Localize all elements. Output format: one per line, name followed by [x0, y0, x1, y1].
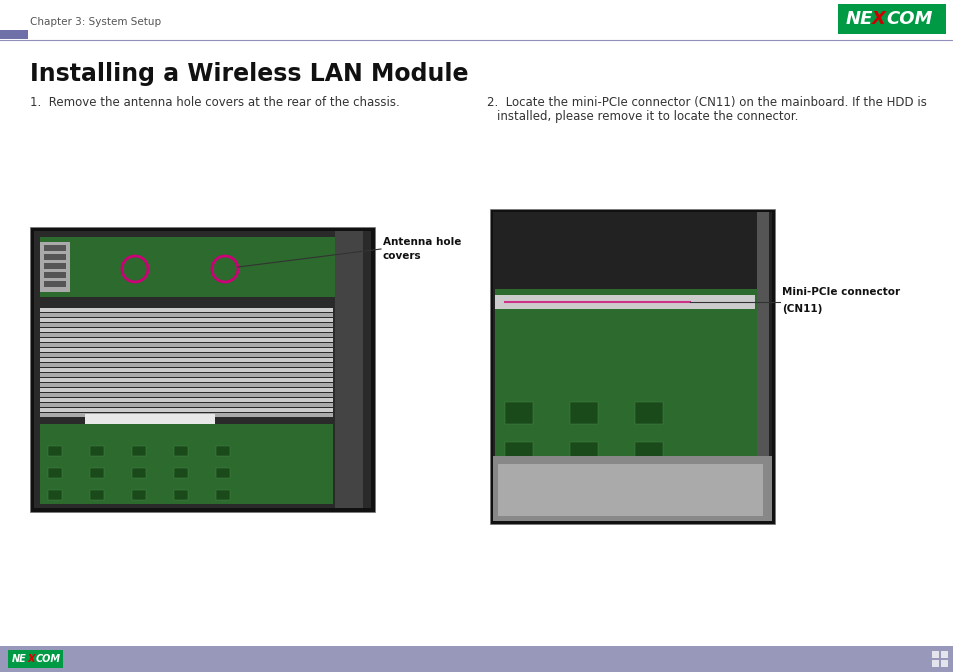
Bar	[40, 383, 333, 387]
Bar	[173, 468, 188, 478]
Bar	[40, 424, 333, 504]
Text: (CN11): (CN11)	[781, 304, 821, 314]
Bar	[215, 468, 230, 478]
Bar	[40, 378, 333, 382]
Bar	[90, 446, 104, 456]
Text: Mini-PCIe connector: Mini-PCIe connector	[781, 287, 900, 297]
Bar	[493, 212, 771, 521]
Bar	[40, 343, 333, 347]
Bar	[40, 413, 333, 417]
Text: X: X	[871, 10, 885, 28]
Text: covers: covers	[382, 251, 421, 261]
Bar	[215, 490, 230, 500]
Bar	[40, 388, 333, 392]
Bar	[495, 289, 761, 514]
Bar	[504, 402, 533, 424]
Bar	[40, 338, 333, 342]
Bar	[40, 237, 335, 297]
Bar	[495, 295, 754, 309]
Text: Chapter 3: System Setup: Chapter 3: System Setup	[30, 17, 161, 27]
Text: Antenna hole: Antenna hole	[382, 237, 461, 247]
Bar	[40, 353, 333, 357]
Bar	[40, 398, 333, 402]
Bar	[40, 313, 333, 317]
Bar	[30, 227, 375, 512]
Text: Installing a Wireless LAN Module: Installing a Wireless LAN Module	[30, 62, 468, 86]
Bar	[132, 446, 146, 456]
Bar	[497, 464, 762, 516]
Bar	[569, 402, 598, 424]
Bar	[931, 660, 938, 667]
Bar	[44, 281, 66, 287]
Bar	[85, 414, 214, 424]
Bar	[44, 263, 66, 269]
Bar	[40, 242, 70, 292]
Text: 2.  Locate the mini-PCIe connector (CN11) on the mainboard. If the HDD is: 2. Locate the mini-PCIe connector (CN11)…	[486, 96, 926, 109]
Text: COM: COM	[36, 654, 61, 664]
Bar	[8, 650, 63, 668]
Bar	[173, 490, 188, 500]
Bar	[40, 408, 333, 412]
Text: NE: NE	[845, 10, 872, 28]
Bar	[40, 363, 333, 367]
Bar	[48, 468, 62, 478]
Bar	[215, 446, 230, 456]
Bar	[635, 402, 662, 424]
Bar	[173, 446, 188, 456]
Bar	[569, 482, 598, 504]
Bar	[635, 442, 662, 464]
Bar	[48, 446, 62, 456]
Bar	[493, 456, 771, 521]
Bar	[90, 468, 104, 478]
Bar	[504, 442, 533, 464]
Bar	[48, 490, 62, 500]
Bar	[0, 30, 28, 39]
Bar	[44, 245, 66, 251]
Text: NE: NE	[12, 654, 27, 664]
Bar	[40, 333, 333, 337]
Bar	[90, 490, 104, 500]
Bar	[44, 272, 66, 278]
Bar	[635, 482, 662, 504]
Bar	[40, 323, 333, 327]
Bar	[40, 368, 333, 372]
Bar	[40, 328, 333, 332]
Bar	[40, 358, 333, 362]
Bar	[490, 209, 774, 524]
Bar	[34, 231, 371, 508]
Bar	[931, 651, 938, 658]
Text: X: X	[28, 654, 35, 664]
Bar	[0, 646, 953, 672]
Bar	[40, 393, 333, 397]
Bar	[940, 660, 947, 667]
Bar	[569, 442, 598, 464]
Bar	[837, 4, 945, 34]
Bar	[940, 651, 947, 658]
Bar	[40, 348, 333, 352]
Bar	[44, 254, 66, 260]
Bar	[40, 318, 333, 322]
Bar	[757, 212, 768, 521]
Bar	[40, 308, 333, 312]
Bar	[40, 373, 333, 377]
Bar	[40, 403, 333, 407]
Text: 1.  Remove the antenna hole covers at the rear of the chassis.: 1. Remove the antenna hole covers at the…	[30, 96, 399, 109]
Bar	[504, 482, 533, 504]
Bar	[132, 468, 146, 478]
Text: installed, please remove it to locate the connector.: installed, please remove it to locate th…	[497, 110, 798, 123]
Bar	[335, 231, 363, 508]
Bar	[132, 490, 146, 500]
Text: COM: COM	[885, 10, 931, 28]
